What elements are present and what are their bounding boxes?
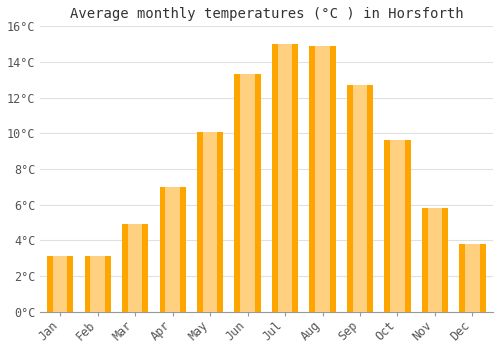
Bar [122,224,148,312]
Bar [234,75,260,312]
Bar [347,85,373,312]
Bar [310,46,336,312]
Bar [240,75,255,312]
Bar [160,187,186,312]
Bar [384,140,410,312]
Bar [460,244,485,312]
Bar [90,257,105,312]
Bar [316,46,330,312]
Bar [353,85,367,312]
Title: Average monthly temperatures (°C ) in Horsforth: Average monthly temperatures (°C ) in Ho… [70,7,463,21]
Bar [128,224,142,312]
Bar [428,208,442,312]
Bar [203,132,218,312]
Bar [390,140,404,312]
Bar [166,187,180,312]
Bar [465,244,479,312]
Bar [197,132,223,312]
Bar [47,257,74,312]
Bar [272,44,298,312]
Bar [84,257,111,312]
Bar [53,257,68,312]
Bar [278,44,292,312]
Bar [422,208,448,312]
